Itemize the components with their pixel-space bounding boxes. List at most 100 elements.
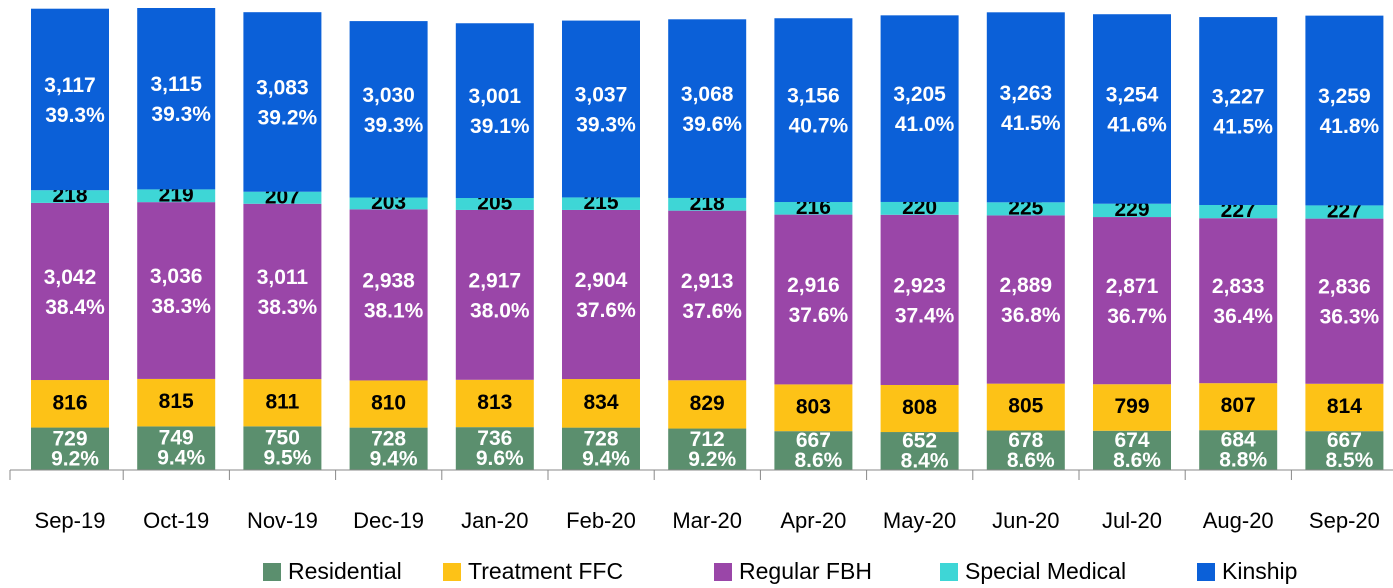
bar-segment — [349, 380, 428, 428]
bar-segment — [668, 19, 747, 198]
share-label: 8.6% — [1113, 449, 1161, 472]
share-label: 39.3% — [151, 103, 211, 126]
share-label: 37.6% — [576, 299, 636, 322]
legend-swatch — [443, 563, 461, 581]
bar-segment — [243, 191, 322, 204]
value-label: 2,904 — [575, 269, 628, 292]
bar-segment — [880, 15, 959, 202]
share-label: 37.4% — [895, 304, 955, 327]
bar-segment — [774, 384, 853, 432]
bar-segment — [668, 210, 747, 381]
x-tick-label: Apr-20 — [780, 508, 846, 533]
value-label: 3,042 — [44, 266, 97, 289]
value-label: 811 — [265, 390, 299, 413]
bar-segment — [1199, 430, 1278, 470]
bar-segment — [137, 426, 216, 470]
value-label: 684 — [1221, 429, 1256, 452]
bar-segment — [31, 190, 109, 203]
share-label: 38.0% — [470, 299, 530, 322]
share-label: 9.5% — [263, 447, 311, 470]
bar-segment — [668, 428, 747, 470]
value-label: 2,889 — [1000, 274, 1053, 297]
bar-segment — [562, 379, 640, 428]
value-label: 3,115 — [150, 73, 202, 96]
share-label: 8.8% — [1219, 449, 1267, 472]
share-label: 41.8% — [1320, 115, 1380, 138]
legend-swatch — [263, 563, 281, 581]
legend-swatch — [940, 563, 958, 581]
value-label: 3,227 — [1212, 86, 1265, 109]
share-label: 36.4% — [1213, 305, 1273, 328]
bar-segment — [137, 378, 216, 427]
bar-segment — [880, 384, 959, 433]
bar-segment — [1093, 217, 1171, 385]
legend-label: Regular FBH — [739, 558, 872, 584]
legend-swatch — [714, 563, 732, 581]
share-label: 9.2% — [688, 448, 736, 471]
x-tick-label: Oct-19 — [143, 508, 209, 533]
share-label: 36.8% — [1001, 304, 1061, 327]
x-tick-label: Nov-19 — [247, 508, 318, 533]
value-label: 729 — [52, 427, 87, 450]
value-label: 813 — [477, 391, 512, 414]
value-label: 805 — [1008, 395, 1043, 418]
x-tick-label: Jun-20 — [992, 508, 1059, 533]
share-label: 39.3% — [576, 114, 636, 137]
bar-segment — [349, 427, 428, 470]
share-label: 36.7% — [1107, 305, 1167, 328]
x-tick-label: Aug-20 — [1203, 508, 1274, 533]
share-label: 38.3% — [151, 295, 211, 318]
bar-segment — [986, 12, 1065, 203]
value-label: 2,833 — [1212, 275, 1265, 298]
share-label: 39.2% — [258, 107, 318, 130]
bar-segment — [137, 189, 216, 203]
bar-segment — [455, 427, 534, 470]
value-label: 3,156 — [787, 85, 840, 108]
bar-segment — [562, 427, 640, 470]
value-label: 3,083 — [256, 77, 309, 100]
value-label: 712 — [690, 428, 725, 451]
bar-segment — [31, 8, 109, 191]
x-tick-label: May-20 — [883, 508, 956, 533]
bar-segment — [986, 215, 1065, 384]
value-label: 667 — [796, 429, 831, 452]
bar-segment — [774, 214, 853, 385]
share-label: 39.6% — [682, 113, 742, 136]
value-label: 799 — [1114, 395, 1149, 418]
bar-segment — [1199, 204, 1278, 219]
share-label: 9.2% — [51, 447, 99, 470]
x-tick-label: Jan-20 — [461, 508, 528, 533]
bar-segment — [349, 197, 428, 210]
value-label: 2,917 — [469, 269, 522, 292]
x-tick-label: Sep-19 — [35, 508, 106, 533]
share-label: 8.6% — [1007, 449, 1055, 472]
share-label: 37.6% — [682, 300, 742, 323]
bar-segment — [1093, 430, 1171, 470]
bar-segment — [986, 430, 1065, 470]
value-label: 810 — [371, 392, 406, 415]
value-label: 728 — [583, 427, 618, 450]
bar-segment — [1305, 15, 1384, 206]
share-label: 36.3% — [1320, 306, 1380, 329]
bar-segment — [137, 202, 216, 379]
value-label: 678 — [1008, 429, 1043, 452]
bar-segment — [668, 197, 747, 211]
share-label: 40.7% — [789, 115, 849, 138]
legend-swatch — [1197, 563, 1215, 581]
bar-segment — [1305, 205, 1384, 219]
share-label: 8.5% — [1325, 449, 1373, 472]
legend-label: Kinship — [1222, 558, 1297, 584]
share-label: 38.1% — [364, 299, 424, 322]
bar-segment — [243, 426, 322, 470]
value-label: 2,923 — [893, 274, 946, 297]
bar-segment — [1093, 384, 1171, 431]
bar-segment — [243, 203, 322, 380]
share-label: 37.6% — [789, 304, 849, 327]
value-label: 2,916 — [787, 274, 840, 297]
share-label: 41.5% — [1213, 116, 1273, 139]
share-label: 9.4% — [157, 447, 205, 470]
share-label: 38.4% — [45, 296, 105, 319]
x-tick-label: Dec-19 — [353, 508, 424, 533]
value-label: 814 — [1327, 395, 1362, 418]
value-label: 3,011 — [257, 266, 309, 289]
